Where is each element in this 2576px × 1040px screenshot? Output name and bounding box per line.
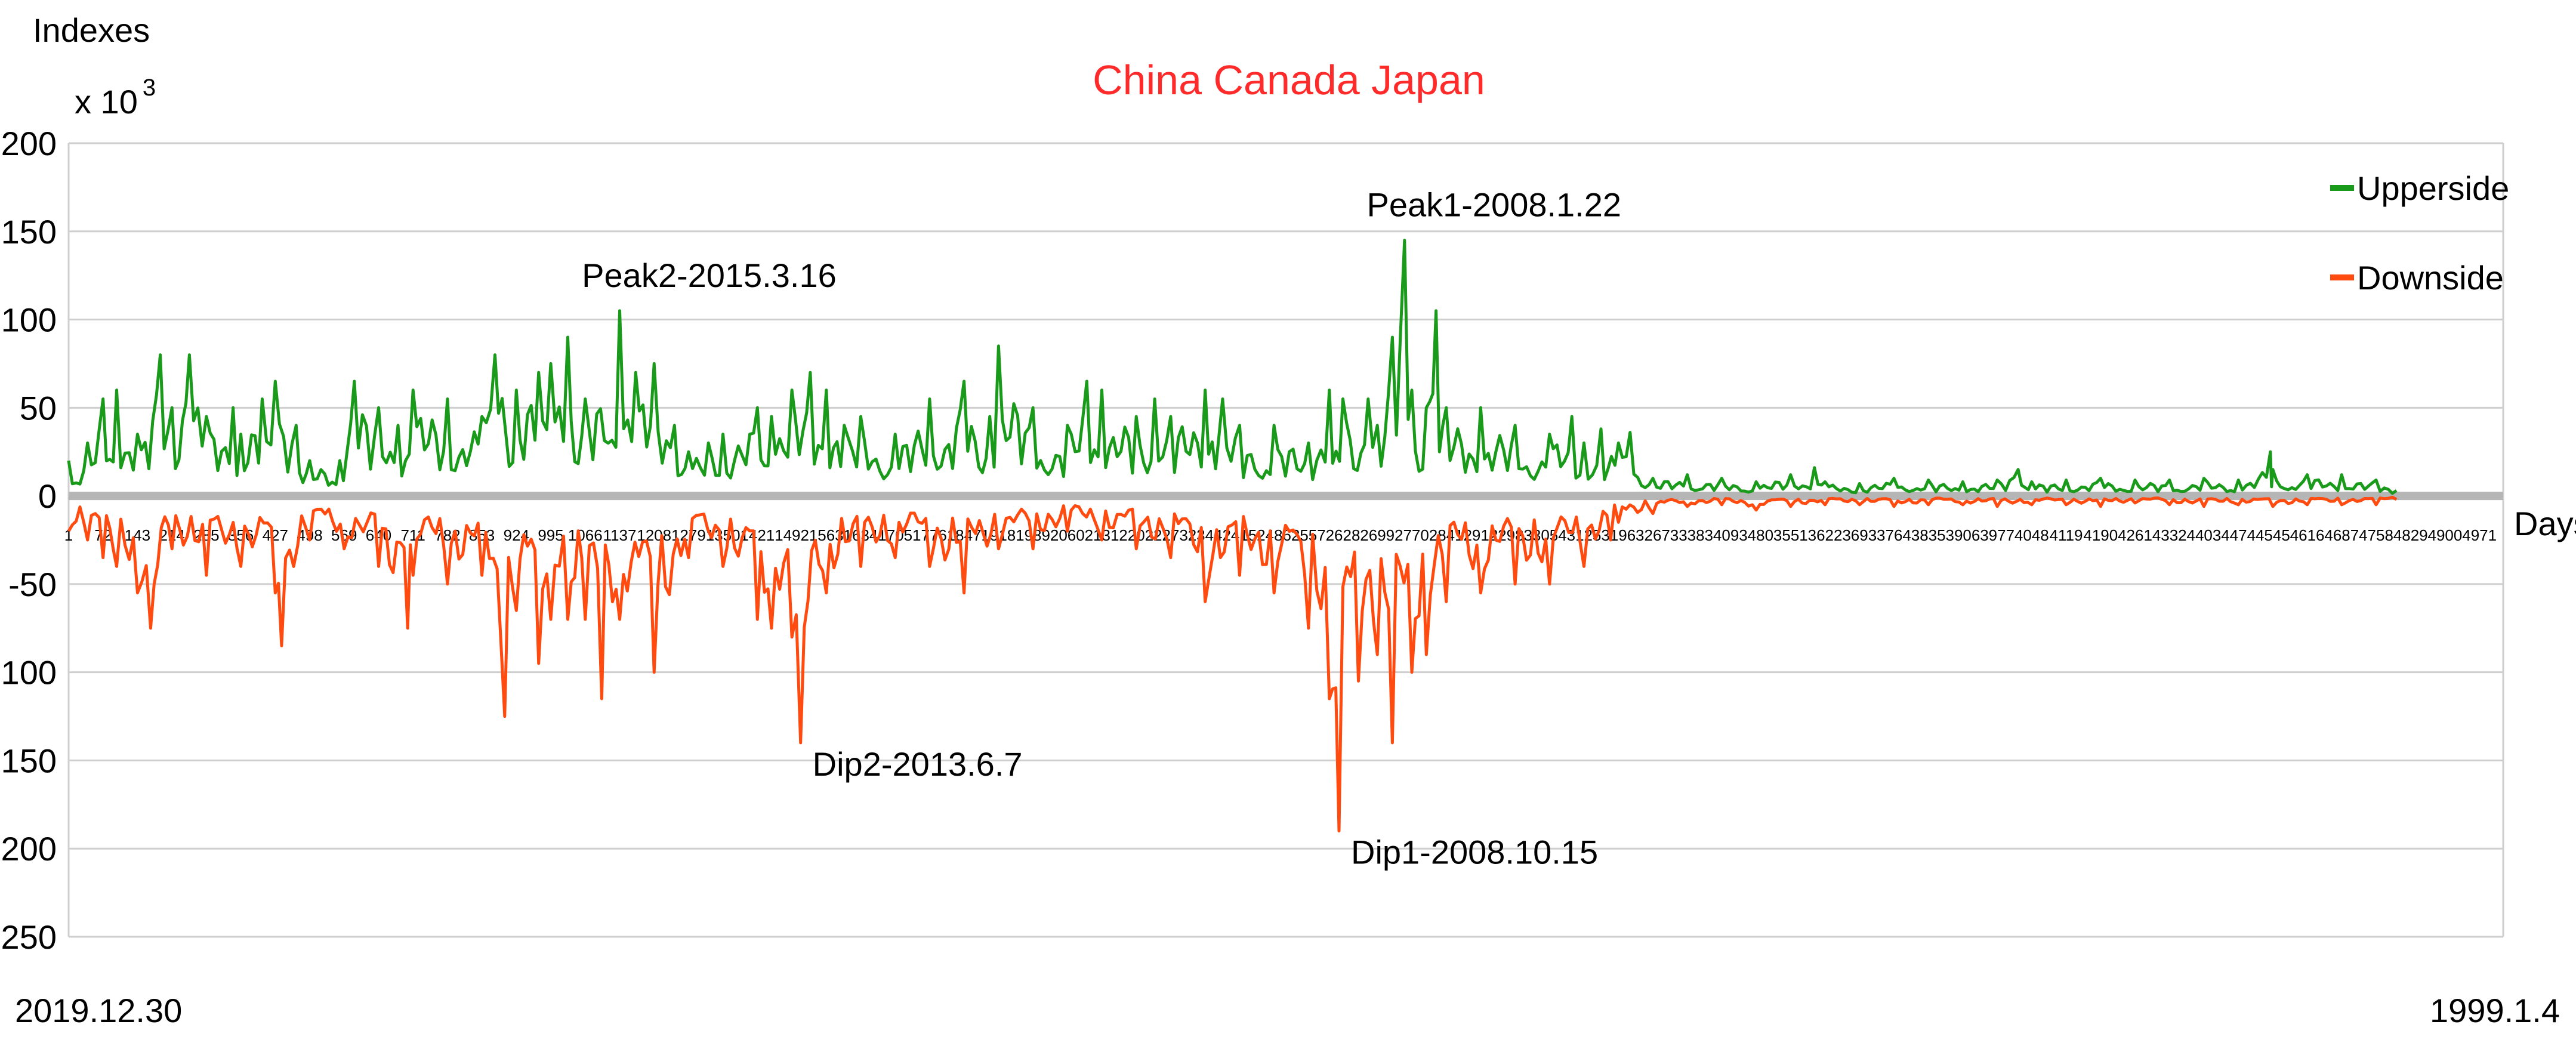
series-lines	[67, 239, 2398, 833]
y-tick-label: -200	[0, 830, 57, 868]
x-tick-label: 4616	[2290, 526, 2325, 544]
date-start-label: 2019.12.30	[15, 992, 182, 1029]
annotations: Peak1-2008.1.22 Peak2-2015.3.16 Dip2-2013.…	[582, 186, 1621, 871]
x-tick-labels: 1 72 143 214 285 356 427 498 569 640 711 782 853 924 9…	[64, 526, 2497, 544]
annotation-label: Dip2-2013.6.7	[813, 745, 1023, 783]
x-tick-label: 1137	[603, 526, 637, 544]
x-tick-label: 3835	[1911, 526, 1946, 544]
y-tick-labels: 200 150 100 50 0 -50 -100 -150 -200 -250	[0, 125, 57, 956]
date-end-label: 1999.1.4	[2430, 992, 2560, 1029]
x-tick-label: 4332	[2152, 526, 2187, 544]
x-tick-label: 3551	[1773, 526, 1808, 544]
y-axis-label: Indexes	[33, 11, 150, 49]
legend-label-downside: Downside	[2357, 259, 2504, 297]
y-tick-label: -150	[0, 742, 57, 779]
x-tick-label: 2699	[1360, 526, 1395, 544]
x-tick-label: 3267	[1636, 526, 1670, 544]
y-tick-label: 200	[1, 125, 57, 162]
x-tick-label: 3764	[1877, 526, 1911, 544]
x-tick-label: 4119	[2050, 526, 2083, 544]
y-tick-label: 0	[38, 477, 57, 515]
x-tick-label: 3693	[1842, 526, 1877, 544]
annotation-label: Dip1-2008.10.15	[1351, 834, 1598, 871]
x-tick-label: 4971	[2462, 526, 2497, 544]
chart-title: China Canada Japan	[1093, 57, 1485, 103]
x-tick-label: 3480	[1739, 526, 1773, 544]
x-tick-label: 3338	[1670, 526, 1705, 544]
x-tick-label: 3906	[1945, 526, 1980, 544]
annotation-label: Peak1-2008.1.22	[1366, 186, 1621, 224]
x-tick-label: 4190	[2083, 526, 2118, 544]
x-tick-label: 4829	[2393, 526, 2428, 544]
y-tick-label: -250	[0, 918, 57, 956]
x-tick-label: 3977	[1980, 526, 2014, 544]
x-tick-label: 1492	[775, 526, 809, 544]
y-tick-label: 150	[1, 213, 57, 251]
y-tick-label: 50	[20, 389, 57, 427]
x-tick-label: 143	[125, 526, 150, 544]
x-tick-label: 3622	[1808, 526, 1843, 544]
x-tick-label: 995	[538, 526, 563, 544]
x-tick-label: 4687	[2324, 526, 2359, 544]
x-tick-label: 1	[64, 526, 73, 544]
x-tick-label: 4474	[2221, 526, 2256, 544]
x-tick-label: 2770	[1395, 526, 1429, 544]
x-tick-label: 1705	[878, 526, 912, 544]
y-tick-label: 100	[1, 301, 57, 339]
y-tick-label: -100	[0, 654, 57, 692]
x-tick-label: 4048	[2014, 526, 2049, 544]
annotation-label: Peak2-2015.3.16	[582, 257, 837, 294]
x-tick-label: 4758	[2359, 526, 2393, 544]
series-line-downside	[67, 495, 2398, 833]
legend: Upperside Downside	[2330, 169, 2509, 297]
x-tick-label: 427	[263, 526, 288, 544]
x-tick-label: 1066	[568, 526, 603, 544]
x-axis-label: Days	[2514, 505, 2576, 542]
series-line-upperside	[67, 239, 2398, 495]
legend-label-upperside: Upperside	[2357, 169, 2509, 207]
y-tick-label: -50	[8, 566, 57, 603]
x-tick-label: 4900	[2428, 526, 2463, 544]
y-multiplier: x 10 3	[75, 75, 156, 121]
x-tick-label: 4261	[2118, 526, 2152, 544]
y-multiplier-exponent: 3	[143, 75, 156, 101]
x-tick-label: 3409	[1704, 526, 1739, 544]
x-tick-label: 4545	[2256, 526, 2290, 544]
x-tick-label: 3196	[1601, 526, 1636, 544]
grid-lines	[67, 142, 2504, 938]
x-tick-label: 2628	[1326, 526, 1361, 544]
x-tick-label: 4403	[2187, 526, 2222, 544]
